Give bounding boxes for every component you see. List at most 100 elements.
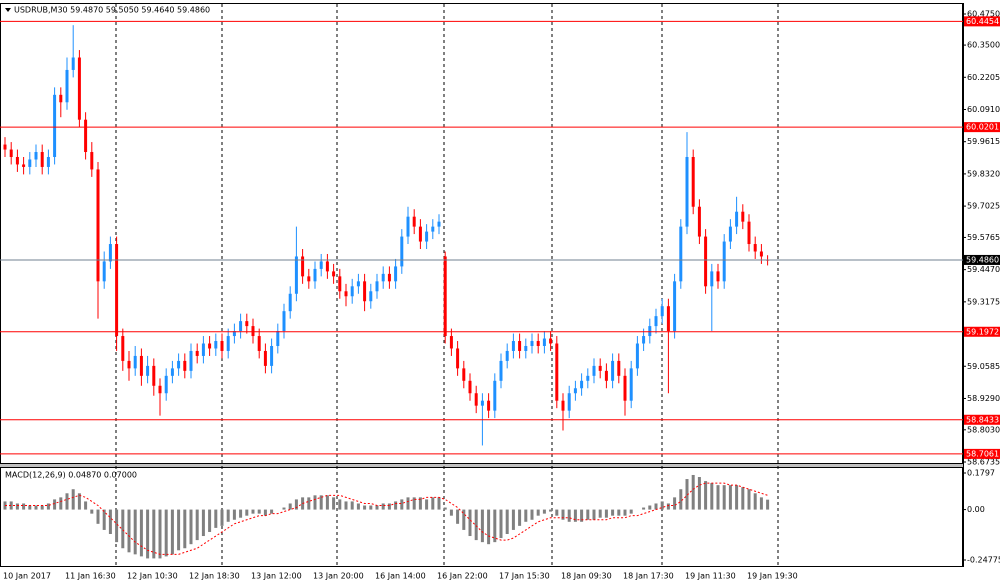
candle-body — [108, 244, 112, 262]
candle-body — [201, 343, 205, 356]
candle-body — [257, 336, 261, 351]
candle-body — [623, 375, 627, 401]
macd-bar — [549, 509, 553, 512]
macd-bar — [108, 509, 112, 534]
macd-bar — [363, 505, 367, 510]
macd-bar — [511, 509, 515, 530]
candle-body — [164, 375, 168, 394]
macd-bar — [480, 509, 484, 543]
level-tag — [963, 16, 1000, 27]
candle-body — [146, 365, 150, 376]
candle-body — [437, 221, 441, 227]
candle-body — [462, 368, 466, 381]
macd-bar — [170, 509, 174, 555]
candle-body — [46, 156, 50, 167]
macd-bar — [381, 503, 385, 510]
macd-bar — [338, 499, 342, 510]
candle-body — [567, 393, 571, 411]
macd-bar — [505, 509, 509, 534]
macd-bar — [15, 503, 19, 510]
macd-bar — [325, 495, 329, 510]
candle-body — [468, 380, 472, 394]
candle-body — [474, 393, 478, 406]
candle-body — [313, 268, 317, 282]
candle-body — [561, 400, 565, 411]
menu-arrow[interactable] — [5, 8, 11, 12]
macd-bar — [28, 505, 32, 510]
macd-bar — [530, 509, 534, 520]
macd-bar — [623, 509, 627, 516]
candle-body — [121, 336, 125, 361]
candle-body — [307, 276, 311, 282]
macd-bar — [493, 509, 497, 543]
macd-bar — [282, 507, 286, 510]
candle-body — [555, 343, 559, 401]
macd-bar — [648, 505, 652, 510]
candle-body — [573, 388, 577, 394]
candle-body — [635, 343, 639, 369]
candle-body — [629, 368, 633, 401]
x-tick-label: 17 Jan 15:30 — [499, 572, 550, 581]
x-tick-label: 19 Jan 19:30 — [747, 572, 798, 581]
macd-bar — [139, 509, 143, 557]
candle-body — [96, 169, 100, 282]
macd-bar — [499, 509, 503, 539]
macd-bar — [704, 481, 708, 510]
macd-bar — [753, 493, 757, 510]
candle-body — [499, 360, 503, 381]
candle-body — [133, 355, 137, 369]
macd-bar — [710, 483, 714, 510]
candle-body — [3, 144, 7, 150]
level-tag — [963, 414, 1000, 425]
y-tick-label: 58.8030 — [967, 425, 1000, 434]
price-panel — [0, 3, 963, 464]
macd-bar — [127, 509, 131, 553]
level-label: 60.0201 — [966, 123, 999, 132]
y-tick-label: 59.8320 — [967, 169, 1000, 178]
macd-bar — [418, 497, 422, 510]
candle-body — [759, 251, 763, 257]
candle-body — [394, 266, 398, 282]
macd-bar — [9, 501, 13, 510]
last-price-tag — [963, 254, 1000, 265]
macd-bar — [573, 509, 577, 522]
macd-bar — [536, 509, 540, 516]
macd-bar — [133, 509, 137, 555]
macd-bar — [65, 493, 69, 510]
candle-body — [673, 281, 677, 332]
candle-body — [431, 226, 435, 232]
candle-body — [704, 236, 708, 287]
macd-bar — [53, 499, 57, 510]
y-tick-label: 58.6735 — [967, 458, 1000, 467]
candle-body — [208, 343, 212, 349]
macd-bar — [375, 505, 379, 510]
candle-body — [40, 152, 44, 167]
macd-bar — [387, 503, 391, 510]
candle-body — [363, 281, 367, 302]
candle-body — [400, 236, 404, 267]
macd-bar — [449, 509, 453, 516]
candle-body — [617, 360, 621, 376]
candle-body — [728, 226, 732, 242]
macd-bar — [660, 501, 664, 510]
candle-body — [722, 241, 726, 282]
macd-bar — [220, 509, 224, 526]
x-tick-label: 19 Jan 11:30 — [685, 572, 736, 581]
macd-bar — [115, 509, 119, 543]
candle-body — [480, 400, 484, 406]
candle-body — [604, 370, 608, 381]
candle-body — [65, 69, 69, 103]
macd-bar — [146, 509, 150, 559]
y-tick-label: 0.1797 — [967, 469, 995, 478]
panel-separator — [0, 464, 963, 467]
macd-bar — [77, 493, 81, 510]
macd-bar — [443, 507, 447, 510]
macd-bar — [34, 505, 38, 510]
candle-body — [456, 348, 460, 369]
candle-body — [139, 355, 143, 376]
candle-body — [170, 368, 174, 376]
macd-bar — [400, 499, 404, 510]
macd-bar — [604, 509, 608, 518]
macd-bar — [152, 509, 156, 559]
